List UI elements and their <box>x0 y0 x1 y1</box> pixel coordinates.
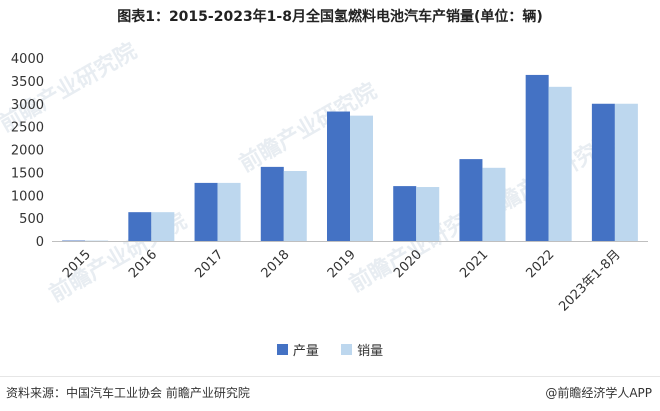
x-tick-label: 2023年1-8月 <box>556 247 623 314</box>
y-tick-label: 1500 <box>11 166 44 181</box>
x-tick-label: 2020 <box>391 247 425 281</box>
y-tick-label: 0 <box>36 235 44 250</box>
source-note: 资料来源：中国汽车工业协会 前瞻产业研究院 <box>6 386 250 400</box>
y-tick-label: 2500 <box>11 121 44 136</box>
bar-sales <box>482 167 506 241</box>
bar-production <box>128 212 152 241</box>
bar-sales <box>283 171 307 241</box>
y-tick-label: 500 <box>19 212 44 227</box>
bar-sales <box>416 187 440 241</box>
y-tick-label: 3500 <box>11 75 44 90</box>
bar-chart: 0 500 1000 1500 2000 2500 3000 3500 4000 2015 2016… <box>11 52 648 315</box>
x-tick-label: 2017 <box>192 247 226 281</box>
bar-sales <box>350 115 373 241</box>
x-tick-label: 2015 <box>60 247 94 281</box>
legend-item-sales: 销量 <box>341 340 383 359</box>
bar-sales <box>614 103 638 241</box>
bar-production <box>591 103 615 241</box>
x-tick-label: 2021 <box>457 247 491 281</box>
credit-note: @前瞻经济学人APP <box>545 386 652 400</box>
legend-swatch-production <box>276 344 288 355</box>
bar-production <box>62 240 86 242</box>
bar-production <box>260 166 284 241</box>
bar-production <box>327 111 350 241</box>
y-tick-label: 4000 <box>11 52 44 67</box>
y-tick-label: 2000 <box>11 144 44 159</box>
y-tick-label: 3000 <box>11 98 44 113</box>
bar-production <box>525 74 549 242</box>
legend-label-sales: 销量 <box>357 344 384 359</box>
y-tick-label: 1000 <box>11 189 44 204</box>
bar-production <box>194 182 218 241</box>
footer-divider <box>0 376 660 377</box>
bar-sales <box>151 212 175 241</box>
x-tick-label: 2018 <box>259 247 293 281</box>
bar-sales <box>217 182 241 241</box>
x-tick-label: 2016 <box>126 247 160 281</box>
legend-item-production: 产量 <box>276 340 319 359</box>
bar-sales <box>548 86 572 241</box>
bar-sales <box>85 240 109 242</box>
bar-production <box>459 159 483 241</box>
x-tick-label: 2019 <box>325 247 359 281</box>
x-tick-label: 2022 <box>523 247 557 281</box>
legend-label-production: 产量 <box>292 344 319 359</box>
bar-production <box>393 186 417 241</box>
legend-swatch-sales <box>341 344 353 355</box>
legend: 产量 销量 <box>0 340 660 359</box>
chart-title: 图表1：2015-2023年1-8月全国氢燃料电池汽车产销量(单位：辆) <box>117 9 543 25</box>
